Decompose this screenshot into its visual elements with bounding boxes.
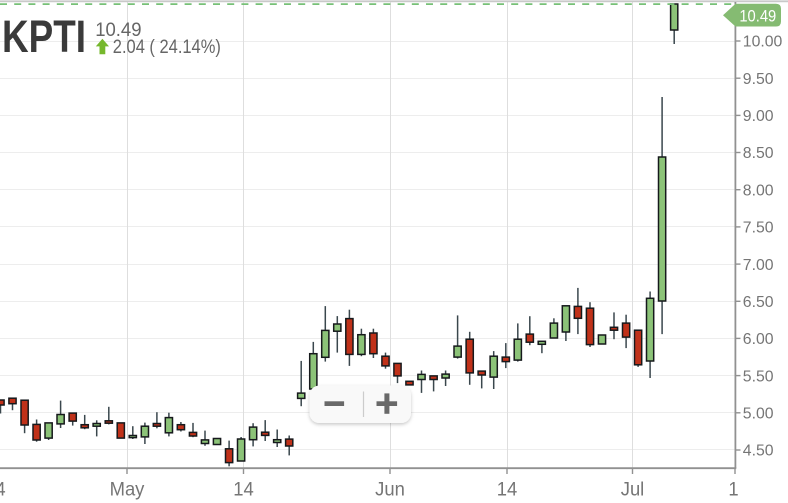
svg-text:8.00: 8.00 xyxy=(743,182,774,199)
svg-text:7.50: 7.50 xyxy=(743,220,774,237)
svg-text:7.00: 7.00 xyxy=(743,257,774,274)
svg-text:9.50: 9.50 xyxy=(743,71,774,88)
svg-text:1: 1 xyxy=(728,478,738,499)
svg-text:Jul: Jul xyxy=(621,478,645,499)
svg-text:4: 4 xyxy=(0,478,6,499)
svg-text:6.00: 6.00 xyxy=(743,331,774,348)
svg-text:6.50: 6.50 xyxy=(743,294,774,311)
svg-text:10.49: 10.49 xyxy=(95,20,141,42)
svg-text:May: May xyxy=(110,478,145,499)
svg-text:5.00: 5.00 xyxy=(743,406,774,423)
svg-text:10.00: 10.00 xyxy=(743,34,783,51)
svg-text:14: 14 xyxy=(497,478,517,499)
svg-text:4.50: 4.50 xyxy=(743,443,774,460)
svg-text:KPTI: KPTI xyxy=(2,12,86,62)
svg-text:14: 14 xyxy=(233,478,253,499)
svg-text:Jun: Jun xyxy=(375,478,405,499)
svg-text:10.49: 10.49 xyxy=(739,8,776,26)
svg-text:2.04 ( 24.14%): 2.04 ( 24.14%) xyxy=(113,36,221,58)
svg-text:5.50: 5.50 xyxy=(743,368,774,385)
svg-text:8.50: 8.50 xyxy=(743,145,774,162)
svg-text:9.00: 9.00 xyxy=(743,108,774,125)
